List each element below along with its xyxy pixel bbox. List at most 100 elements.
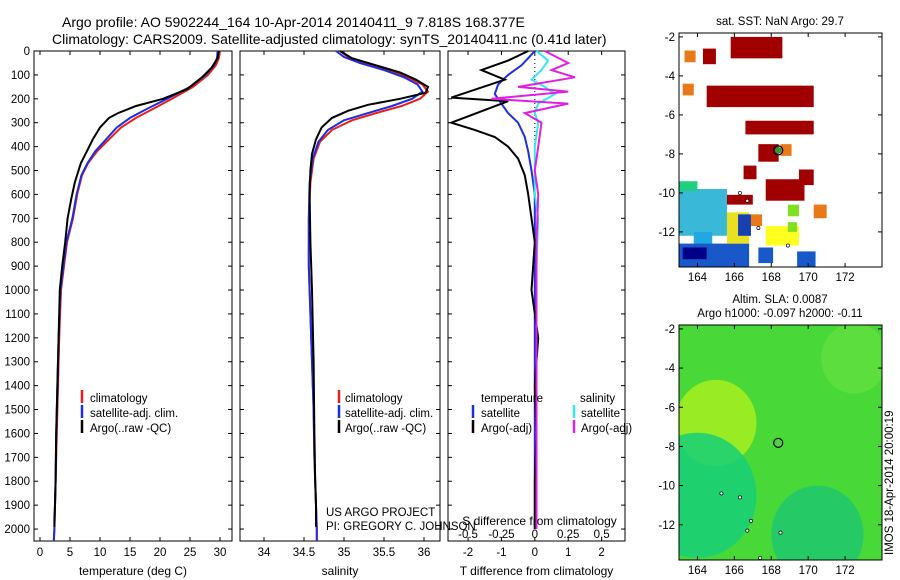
x-tick-label: 172 <box>835 565 854 577</box>
legend-label-satellite-adj: satellite-adj. clim. <box>90 408 178 420</box>
plot-frame <box>33 50 233 542</box>
x-tick-label: 34.5 <box>293 547 315 559</box>
series-temperature-satellite <box>493 50 536 529</box>
y-tick-label: 1900 <box>4 500 30 512</box>
x-tick-label: 172 <box>835 272 854 284</box>
island-marker <box>758 556 763 560</box>
sst-cell <box>750 214 763 227</box>
sst-cell <box>787 222 798 232</box>
y-tick-label: 1400 <box>4 381 30 393</box>
top-x-tick-label: 0.25 <box>557 529 579 541</box>
title-line-2: Climatology: CARS2009. Satellite-adjuste… <box>52 31 607 47</box>
x-tick-label: -2 <box>463 547 473 559</box>
y-tick-label: -10 <box>658 481 675 493</box>
legend-label-sal-satellite: satellite <box>581 408 620 420</box>
y-tick-label: 200 <box>11 94 30 106</box>
x-tick-label: -1 <box>496 547 506 559</box>
y-tick-label: 1000 <box>4 285 30 297</box>
series-temperature-argo-adj- <box>448 50 540 529</box>
y-tick-label: 1500 <box>4 405 30 417</box>
y-tick-label: 700 <box>11 213 30 225</box>
argo-position-marker <box>773 437 784 448</box>
sst-map-title: sat. SST: NaN Argo: 29.7 <box>716 16 844 28</box>
x-axis-label: T difference from climatology <box>460 564 614 578</box>
legend-label-sal-argo: Argo(-adj) <box>581 423 632 435</box>
sla-anomaly-blob <box>821 325 882 394</box>
x-tick-label: 164 <box>688 565 708 577</box>
series-argo-raw-qc- <box>308 50 430 527</box>
y-tick-label: 900 <box>11 261 30 273</box>
map-content <box>679 325 882 560</box>
y-tick-label: -8 <box>665 441 675 453</box>
series-satellite-adj-clim- <box>52 50 219 542</box>
y-tick-label: 1700 <box>4 452 30 464</box>
legend-label-satellite-adj: satellite-adj. clim. <box>345 408 433 420</box>
y-tick-label: 1600 <box>4 428 30 440</box>
x-tick-label: 34 <box>258 547 271 559</box>
y-tick-label: 500 <box>11 166 30 178</box>
sst-cell <box>758 247 774 264</box>
sst-cell <box>679 181 698 191</box>
sst-cell <box>743 165 757 180</box>
sla-anomaly-blob <box>771 485 864 560</box>
y-tick-label: 2000 <box>4 524 30 536</box>
sst-map-panel: 164 166 168 170 172 -2 -4 -6 -8 -10 -12 sat. SST: N… <box>658 16 883 284</box>
legend-label-temp-argo: Argo(-adj) <box>481 423 532 435</box>
legend-label-climatology: climatology <box>90 393 148 405</box>
sst-cell <box>702 48 716 65</box>
y-tick-label: 1800 <box>4 476 30 488</box>
argo-position-marker <box>773 145 784 156</box>
y-tick-label: -12 <box>658 520 675 532</box>
x-tick-label: 168 <box>762 565 781 577</box>
island-marker <box>745 198 750 203</box>
x-tick-label: 5 <box>67 547 73 559</box>
y-tick-label: 1300 <box>4 357 30 369</box>
y-tick-label: -6 <box>665 110 675 122</box>
sst-cell <box>813 204 827 219</box>
island-marker <box>737 190 742 195</box>
island-marker <box>749 518 753 523</box>
x-tick-label: 2 <box>598 547 604 559</box>
y-tick-label: 400 <box>11 142 30 154</box>
legend-label-temp-satellite: satellite <box>481 408 520 420</box>
x-tick-label: 0 <box>37 547 43 559</box>
x-tick-label: 168 <box>762 272 781 284</box>
sst-cell <box>780 144 792 156</box>
island-marker <box>785 243 790 248</box>
map-content <box>679 36 827 267</box>
island-marker <box>778 530 783 535</box>
series-salinity-argo-adj- <box>491 50 576 529</box>
project-line-1: US ARGO PROJECT <box>326 507 435 519</box>
y-tick-label: -4 <box>665 363 676 375</box>
x-tick-label: 30 <box>214 547 227 559</box>
top-x-tick-label: -0.5 <box>458 529 478 541</box>
y-tick-label: 100 <box>11 70 30 82</box>
sst-cell <box>730 36 783 59</box>
x-axis-label: temperature (deg C) <box>79 564 187 578</box>
x-tick-label: 35.5 <box>373 547 395 559</box>
y-tick-label: 600 <box>11 189 30 201</box>
y-tick-label: 300 <box>11 118 30 130</box>
x-tick-label: 10 <box>94 547 107 559</box>
sla-map-title-line-2: Argo h1000: -0.097 h2000: -0.11 <box>697 308 862 320</box>
sst-cell <box>682 83 694 96</box>
y-tick-label: 1100 <box>5 309 30 321</box>
legend-heading-salinity: salinity <box>580 393 615 405</box>
x-tick-label: 36 <box>418 547 431 559</box>
sst-cell <box>706 85 814 108</box>
sst-cell <box>745 120 814 135</box>
difference-panel: -2 -1 0 1 2 T difference from climatology -0.5… <box>447 50 626 578</box>
sst-cell <box>682 247 707 260</box>
island-marker <box>745 528 750 533</box>
y-tick-label: 0 <box>24 46 30 58</box>
top-x-tick-label: 0.5 <box>594 529 610 541</box>
sst-cell <box>765 179 805 201</box>
salinity-legend: climatology satellite-adj. clim. Argo(..… <box>337 390 433 435</box>
sst-cell <box>679 189 727 236</box>
temperature-legend: climatology satellite-adj. clim. Argo(..… <box>80 390 178 435</box>
y-tick-label: 1200 <box>4 333 30 345</box>
title-line-1: Argo profile: AO 5902244_164 10-Apr-2014… <box>62 14 525 30</box>
map-frame <box>678 324 883 561</box>
y-tick-label: -2 <box>665 32 675 44</box>
